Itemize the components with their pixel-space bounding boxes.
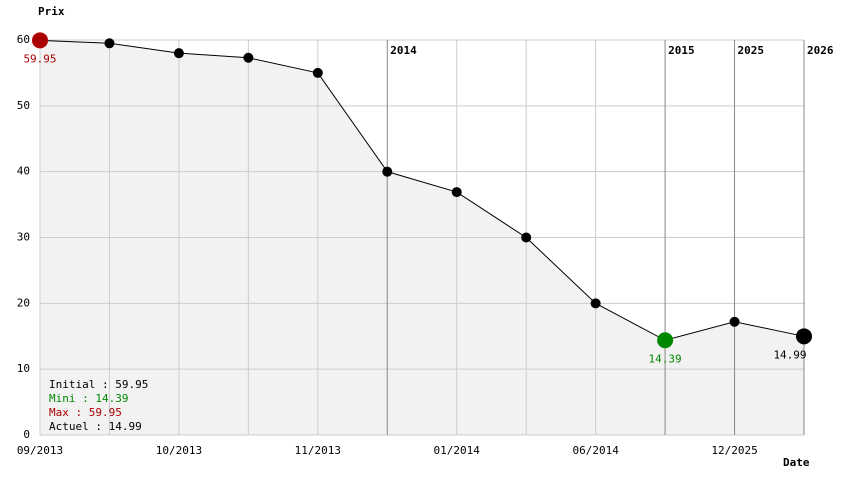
year-label: 2014: [390, 44, 417, 57]
stat-line: Max : 59.95: [49, 406, 122, 419]
x-tick-label: 11/2013: [295, 444, 341, 457]
data-point: [382, 166, 393, 177]
y-tick-label: 50: [17, 99, 30, 112]
line: [39, 39, 805, 341]
x-tick-label: 12/2025: [711, 444, 757, 457]
x-tick-label: 09/2013: [17, 444, 63, 457]
data-point: [796, 328, 812, 345]
data-point: [521, 232, 532, 243]
stat-line: Initial : 59.95: [49, 378, 148, 391]
y-tick-label: 40: [17, 165, 30, 178]
data-label: 14.39: [649, 352, 682, 365]
y-tick-label: 60: [17, 33, 30, 46]
y-tick-label: 0: [23, 428, 30, 441]
year-label: 2025: [738, 44, 765, 57]
year-label: 2015: [668, 44, 695, 57]
y-axis-label: Prix: [38, 5, 65, 18]
x-tick-label: 10/2013: [156, 444, 202, 457]
data-point: [104, 38, 115, 49]
data-label: 14.99: [773, 348, 806, 361]
data-point: [32, 32, 48, 49]
y-tick-label: 20: [17, 296, 30, 309]
stat-line: Mini : 14.39: [49, 392, 128, 405]
data-label: 59.95: [23, 52, 56, 65]
x-axis-label: Date: [783, 456, 810, 469]
data-point: [729, 316, 740, 327]
data-point: [173, 48, 184, 59]
data-point: [451, 187, 462, 198]
x-tick-label: 01/2014: [434, 444, 481, 457]
x-tick-label: 06/2014: [572, 444, 619, 457]
y-tick-label: 10: [17, 362, 30, 375]
y-tick-label: 30: [17, 231, 30, 244]
data-point: [590, 298, 601, 309]
stat-line: Actuel : 14.99: [49, 420, 142, 433]
data-point: [243, 52, 254, 63]
data-point: [312, 67, 323, 78]
data-point: [657, 332, 674, 349]
year-label: 2026: [807, 44, 834, 57]
